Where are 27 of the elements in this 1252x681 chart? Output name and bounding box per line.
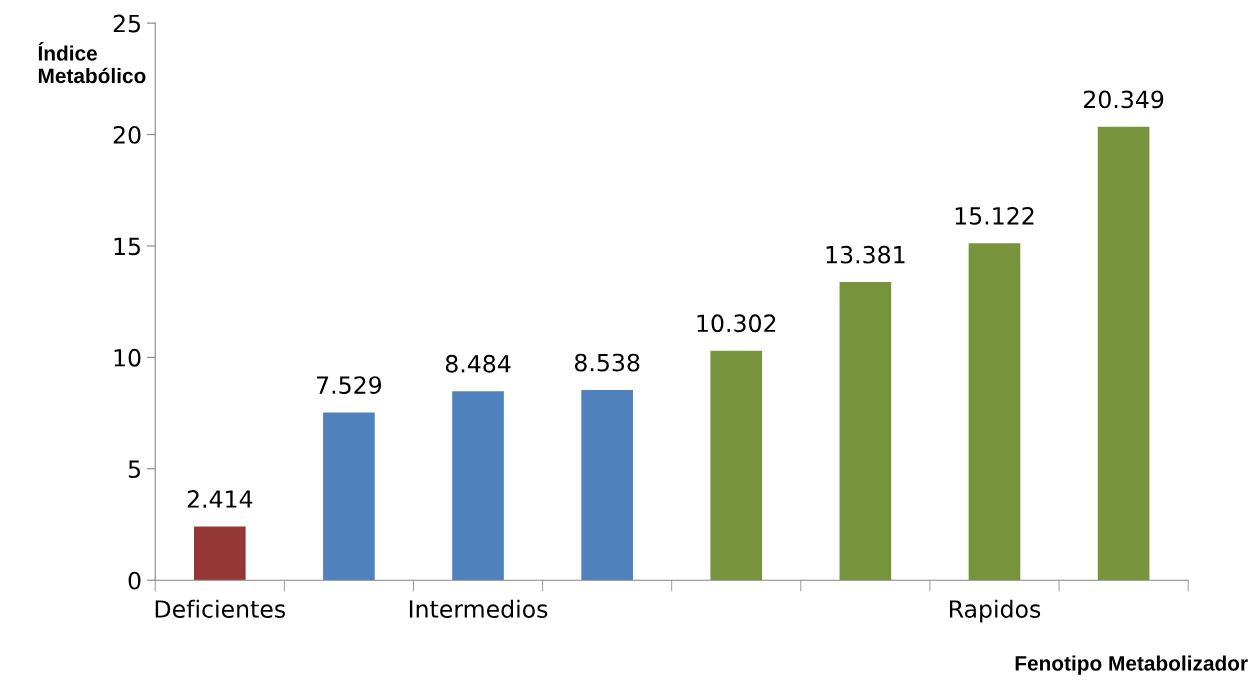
x-tick-label: Rapidos [949,599,1041,623]
bar [581,389,633,581]
bar [968,243,1021,581]
data-label: 20.349 [1084,90,1164,109]
data-label: 13.381 [826,245,905,264]
y-tick-label: 15 [114,237,140,256]
data-label: 8.484 [445,354,511,373]
x-tick-label: Intermedios [409,599,548,618]
y-tick-label: 25 [113,14,140,33]
data-label: 2.414 [187,490,253,508]
bar [1097,126,1150,581]
data-label: 7.529 [317,376,382,394]
data-label: 8.538 [574,353,640,372]
y-tick-label: 5 [128,460,140,479]
y-tick-label: 10 [114,348,141,367]
bar [839,282,892,581]
y-tick-label: 0 [128,571,141,590]
bar [452,391,504,581]
x-axis-title: Fenotipo Metabolizador [1015,655,1248,675]
y-tick-label: 20 [113,126,141,144]
bar [323,412,375,581]
y-axis-title: Índice Metabólico [38,42,146,84]
bar [710,350,763,581]
bar [193,526,246,581]
x-tick-label: Deficientes [155,599,285,618]
data-label: 10.302 [697,314,776,333]
data-label: 15.122 [955,206,1034,225]
